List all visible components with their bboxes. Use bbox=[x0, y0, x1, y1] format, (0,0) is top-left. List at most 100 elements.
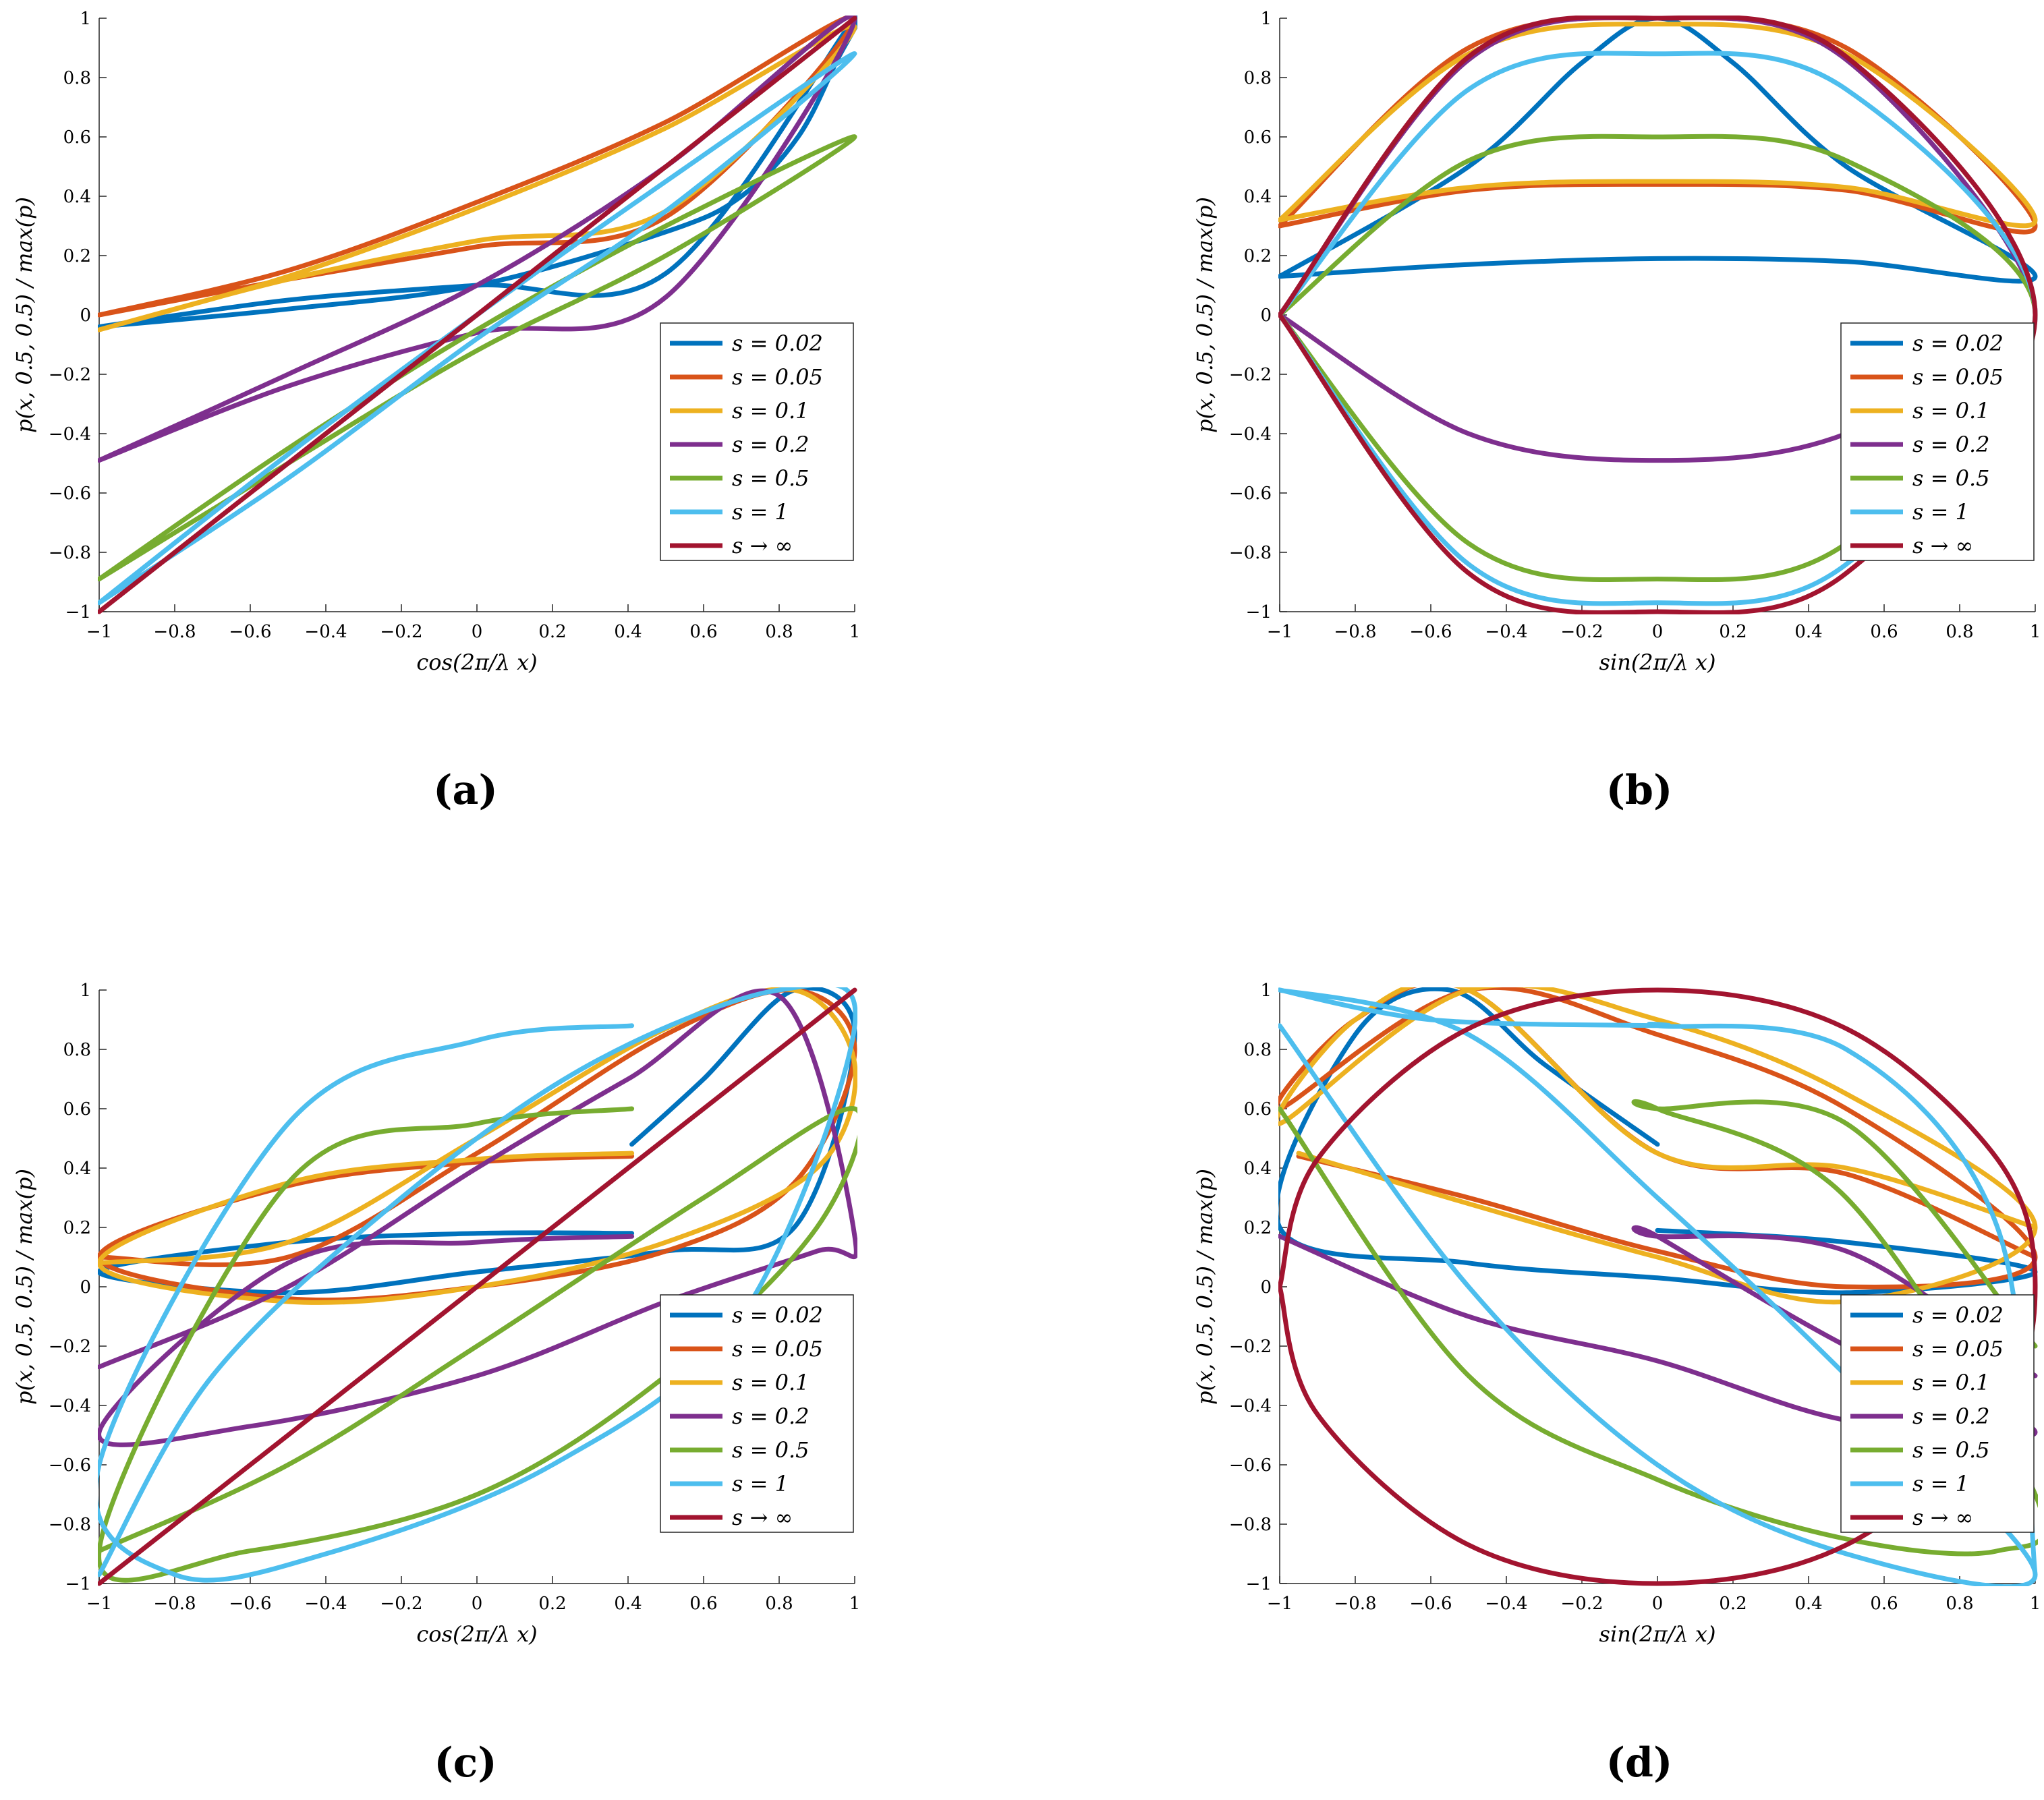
legend: s = 0.02 s = 0.05 s = 0.1 s = 0.2 s = 0.5 s =… bbox=[1840, 1294, 2035, 1533]
x-axis-label: sin(2π/λ x) bbox=[1599, 649, 1716, 675]
y-tick-label: 0.4 bbox=[1244, 1159, 1272, 1179]
x-tick-label: −0.6 bbox=[229, 622, 271, 642]
y-tick-label: −1 bbox=[65, 1574, 91, 1594]
y-tick-label: 0.2 bbox=[63, 1218, 91, 1238]
x-tick-label: −0.4 bbox=[1485, 622, 1527, 642]
x-tick-label: 0 bbox=[1652, 622, 1664, 642]
x-tick-label: 1 bbox=[849, 1594, 861, 1614]
y-tick-label: −0.4 bbox=[49, 1396, 91, 1416]
y-tick-label: 1 bbox=[1260, 981, 1272, 1001]
legend-entry-label: s = 0.1 bbox=[1912, 398, 1989, 424]
legend-entry-label: s = 0.2 bbox=[732, 1403, 809, 1429]
y-tick-label: 0.4 bbox=[63, 187, 91, 207]
series-line-7 bbox=[98, 16, 857, 614]
panel-label-d: (d) bbox=[1606, 1739, 1673, 1787]
series-group bbox=[98, 987, 857, 1586]
series-line-3 bbox=[1278, 987, 2038, 1305]
legend-entry-label: s = 0.02 bbox=[732, 1302, 823, 1328]
x-tick-label: −0.2 bbox=[380, 1594, 422, 1614]
x-tick-label: −0.2 bbox=[1560, 622, 1603, 642]
y-tick-label: −0.8 bbox=[49, 543, 91, 563]
y-tick-label: 0 bbox=[80, 1277, 91, 1298]
x-tick-label: −1 bbox=[1267, 1594, 1293, 1614]
x-tick-label: 0.4 bbox=[1794, 1594, 1822, 1614]
legend-entry-label: s = 1 bbox=[1912, 499, 1969, 525]
y-tick-label: 0.2 bbox=[1244, 1218, 1272, 1238]
x-tick-label: −1 bbox=[86, 1594, 112, 1614]
y-tick-label: −0.2 bbox=[49, 1337, 91, 1357]
legend-entry-label: s = 0.1 bbox=[732, 1370, 809, 1395]
legend-entry-label: s = 0.02 bbox=[1912, 1302, 2004, 1328]
y-tick-label: −1 bbox=[65, 602, 91, 622]
legend-entry-label: s = 0.02 bbox=[1912, 330, 2004, 356]
y-tick-label: −1 bbox=[1246, 602, 1272, 622]
y-tick-label: 0.8 bbox=[63, 68, 91, 88]
legend-entry-label: s = 0.05 bbox=[732, 1336, 823, 1362]
x-tick-label: 0.2 bbox=[1719, 622, 1747, 642]
series-line-5 bbox=[1278, 1099, 2038, 1557]
y-tick-label: 0.8 bbox=[1244, 68, 1272, 88]
legend-entry-label: s = 0.2 bbox=[732, 432, 809, 457]
legend-entry-label: s = 0.1 bbox=[1912, 1370, 1989, 1395]
y-tick-label: 0.8 bbox=[1244, 1040, 1272, 1060]
x-tick-label: −0.8 bbox=[153, 1594, 196, 1614]
legend-box bbox=[1840, 1294, 2035, 1533]
y-axis-label: p(x, 0.5, 0.5) / max(p) bbox=[11, 197, 37, 433]
y-tick-label: −0.6 bbox=[1229, 1455, 1272, 1476]
series-line-5 bbox=[98, 1106, 857, 1583]
y-tick-label: 0 bbox=[80, 306, 91, 326]
y-tick-label: 0.6 bbox=[1244, 127, 1272, 148]
y-tick-label: −0.6 bbox=[49, 1455, 91, 1476]
legend: s = 0.02 s = 0.05 s = 0.1 s = 0.2 s = 0.5 s =… bbox=[660, 1294, 854, 1533]
y-tick-label: 0.4 bbox=[1244, 187, 1272, 207]
legend-entry-label: s → ∞ bbox=[732, 533, 793, 558]
y-tick-label: 0.6 bbox=[63, 127, 91, 148]
y-tick-label: −0.2 bbox=[49, 365, 91, 385]
x-tick-label: 1 bbox=[2030, 1594, 2041, 1614]
x-tick-label: 0 bbox=[472, 1594, 483, 1614]
x-tick-label: −0.4 bbox=[304, 1594, 347, 1614]
x-tick-label: −0.2 bbox=[1560, 1594, 1603, 1614]
y-axis-label: p(x, 0.5, 0.5) / max(p) bbox=[1192, 197, 1218, 433]
x-tick-label: 0 bbox=[472, 622, 483, 642]
x-tick-label: −0.2 bbox=[380, 622, 422, 642]
y-tick-label: 0.2 bbox=[63, 246, 91, 266]
y-tick-label: −0.4 bbox=[49, 424, 91, 444]
y-tick-label: 1 bbox=[80, 981, 91, 1001]
x-tick-label: −0.6 bbox=[229, 1594, 271, 1614]
y-tick-label: −0.6 bbox=[49, 484, 91, 504]
x-tick-label: −1 bbox=[86, 622, 112, 642]
legend-entry-label: s = 0.5 bbox=[732, 1437, 809, 1463]
x-tick-label: 0.6 bbox=[689, 1594, 717, 1614]
legend-entry-label: s = 0.5 bbox=[1912, 465, 1989, 491]
y-tick-label: −0.2 bbox=[1229, 1337, 1272, 1357]
legend: s = 0.02 s = 0.05 s = 0.1 s = 0.2 s = 0.5 s =… bbox=[1840, 322, 2035, 561]
x-tick-label: −0.8 bbox=[153, 622, 196, 642]
x-tick-label: −0.6 bbox=[1409, 1594, 1452, 1614]
y-tick-label: −0.6 bbox=[1229, 484, 1272, 504]
series-line-6 bbox=[1278, 987, 2038, 1586]
x-axis-label: cos(2π/λ x) bbox=[416, 649, 537, 675]
legend-entry-label: s = 0.2 bbox=[1912, 432, 1989, 457]
x-tick-label: 0.8 bbox=[765, 1594, 793, 1614]
legend-entry-label: s = 0.2 bbox=[1912, 1403, 1989, 1429]
x-tick-label: 0.8 bbox=[765, 622, 793, 642]
y-tick-label: −0.2 bbox=[1229, 365, 1272, 385]
x-tick-label: 1 bbox=[2030, 622, 2041, 642]
legend-box bbox=[660, 1294, 854, 1533]
y-tick-label: 0.6 bbox=[63, 1099, 91, 1120]
series-line-4 bbox=[98, 988, 857, 1447]
x-tick-label: 0.2 bbox=[1719, 1594, 1747, 1614]
series-line-7 bbox=[98, 987, 857, 1586]
y-tick-label: −0.4 bbox=[1229, 1396, 1272, 1416]
series-group bbox=[98, 16, 857, 614]
y-axis-label: p(x, 0.5, 0.5) / max(p) bbox=[11, 1169, 37, 1405]
x-tick-label: 0.4 bbox=[614, 1594, 642, 1614]
chart-panel-3: −1 −0.8 −0.6 −0.4 −0.2 0 0.2 0.4 0.6 0.8 1 −1 −0.8 −0… bbox=[11, 981, 861, 1647]
x-tick-label: 1 bbox=[849, 622, 861, 642]
x-axis-label: sin(2π/λ x) bbox=[1599, 1621, 1716, 1647]
chart-panel-2: −1 −0.8 −0.6 −0.4 −0.2 0 0.2 0.4 0.6 0.8 1 −1 −0.8 −0… bbox=[1192, 9, 2041, 675]
legend-entry-label: s = 0.5 bbox=[1912, 1437, 1989, 1463]
x-tick-label: −1 bbox=[1267, 622, 1293, 642]
